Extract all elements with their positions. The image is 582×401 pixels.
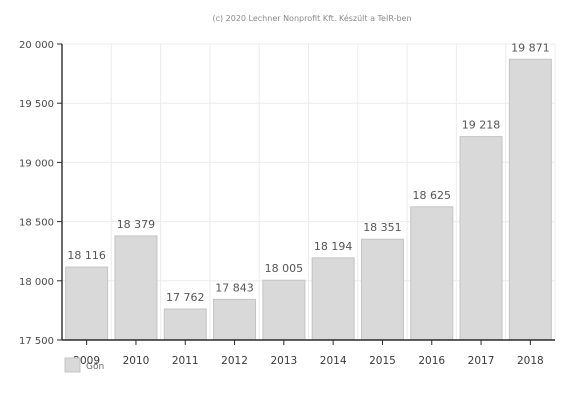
data-label-2010: 18 379 (117, 218, 156, 231)
bar-2014 (311, 257, 355, 341)
bar-2017 (459, 136, 503, 341)
y-tick-label: 19 500 (19, 99, 54, 110)
x-tick-label: 2013 (270, 355, 297, 367)
x-tick-label: 2015 (369, 355, 396, 367)
data-label-2013: 18 005 (265, 262, 304, 275)
legend: Gön (64, 357, 104, 373)
x-tick-label: 2016 (418, 355, 445, 367)
bar-2009 (65, 266, 109, 341)
x-tick-label: 2011 (172, 355, 199, 367)
x-tick-label: 2018 (517, 355, 544, 367)
legend-swatch (64, 357, 81, 373)
bar-2018 (508, 58, 552, 341)
legend-label: Gön (86, 362, 104, 372)
data-label-2017: 19 218 (462, 119, 501, 132)
data-label-2009: 18 116 (67, 249, 106, 262)
y-tick-label: 17 500 (19, 336, 54, 347)
x-tick-label: 2017 (468, 355, 495, 367)
bar-2015 (360, 238, 404, 341)
x-tick-label: 2012 (221, 355, 248, 367)
data-label-2018: 19 871 (511, 41, 550, 54)
data-label-2011: 17 762 (166, 291, 205, 304)
y-tick-label: 18 500 (19, 218, 54, 229)
bar-2016 (410, 206, 454, 341)
x-tick-label: 2014 (320, 355, 347, 367)
bar-2011 (163, 308, 207, 341)
bar-2012 (213, 298, 257, 341)
bar-2010 (114, 235, 158, 341)
data-label-2012: 17 843 (215, 281, 254, 294)
copyright-credit: (c) 2020 Lechner Nonprofit Kft. Készült … (212, 13, 411, 23)
data-labels: 18 116 18 379 17 762 17 843 18 005 18 194 18 3… (67, 41, 549, 304)
y-tick-label: 19 000 (19, 158, 54, 169)
data-label-2015: 18 351 (363, 221, 402, 234)
data-label-2014: 18 194 (314, 240, 353, 253)
x-tick-label: 2010 (123, 355, 150, 367)
bar-2013 (262, 279, 306, 341)
data-label-2016: 18 625 (413, 189, 452, 202)
y-tick-label: 18 000 (19, 277, 54, 288)
y-tick-label: 20 000 (19, 40, 54, 51)
